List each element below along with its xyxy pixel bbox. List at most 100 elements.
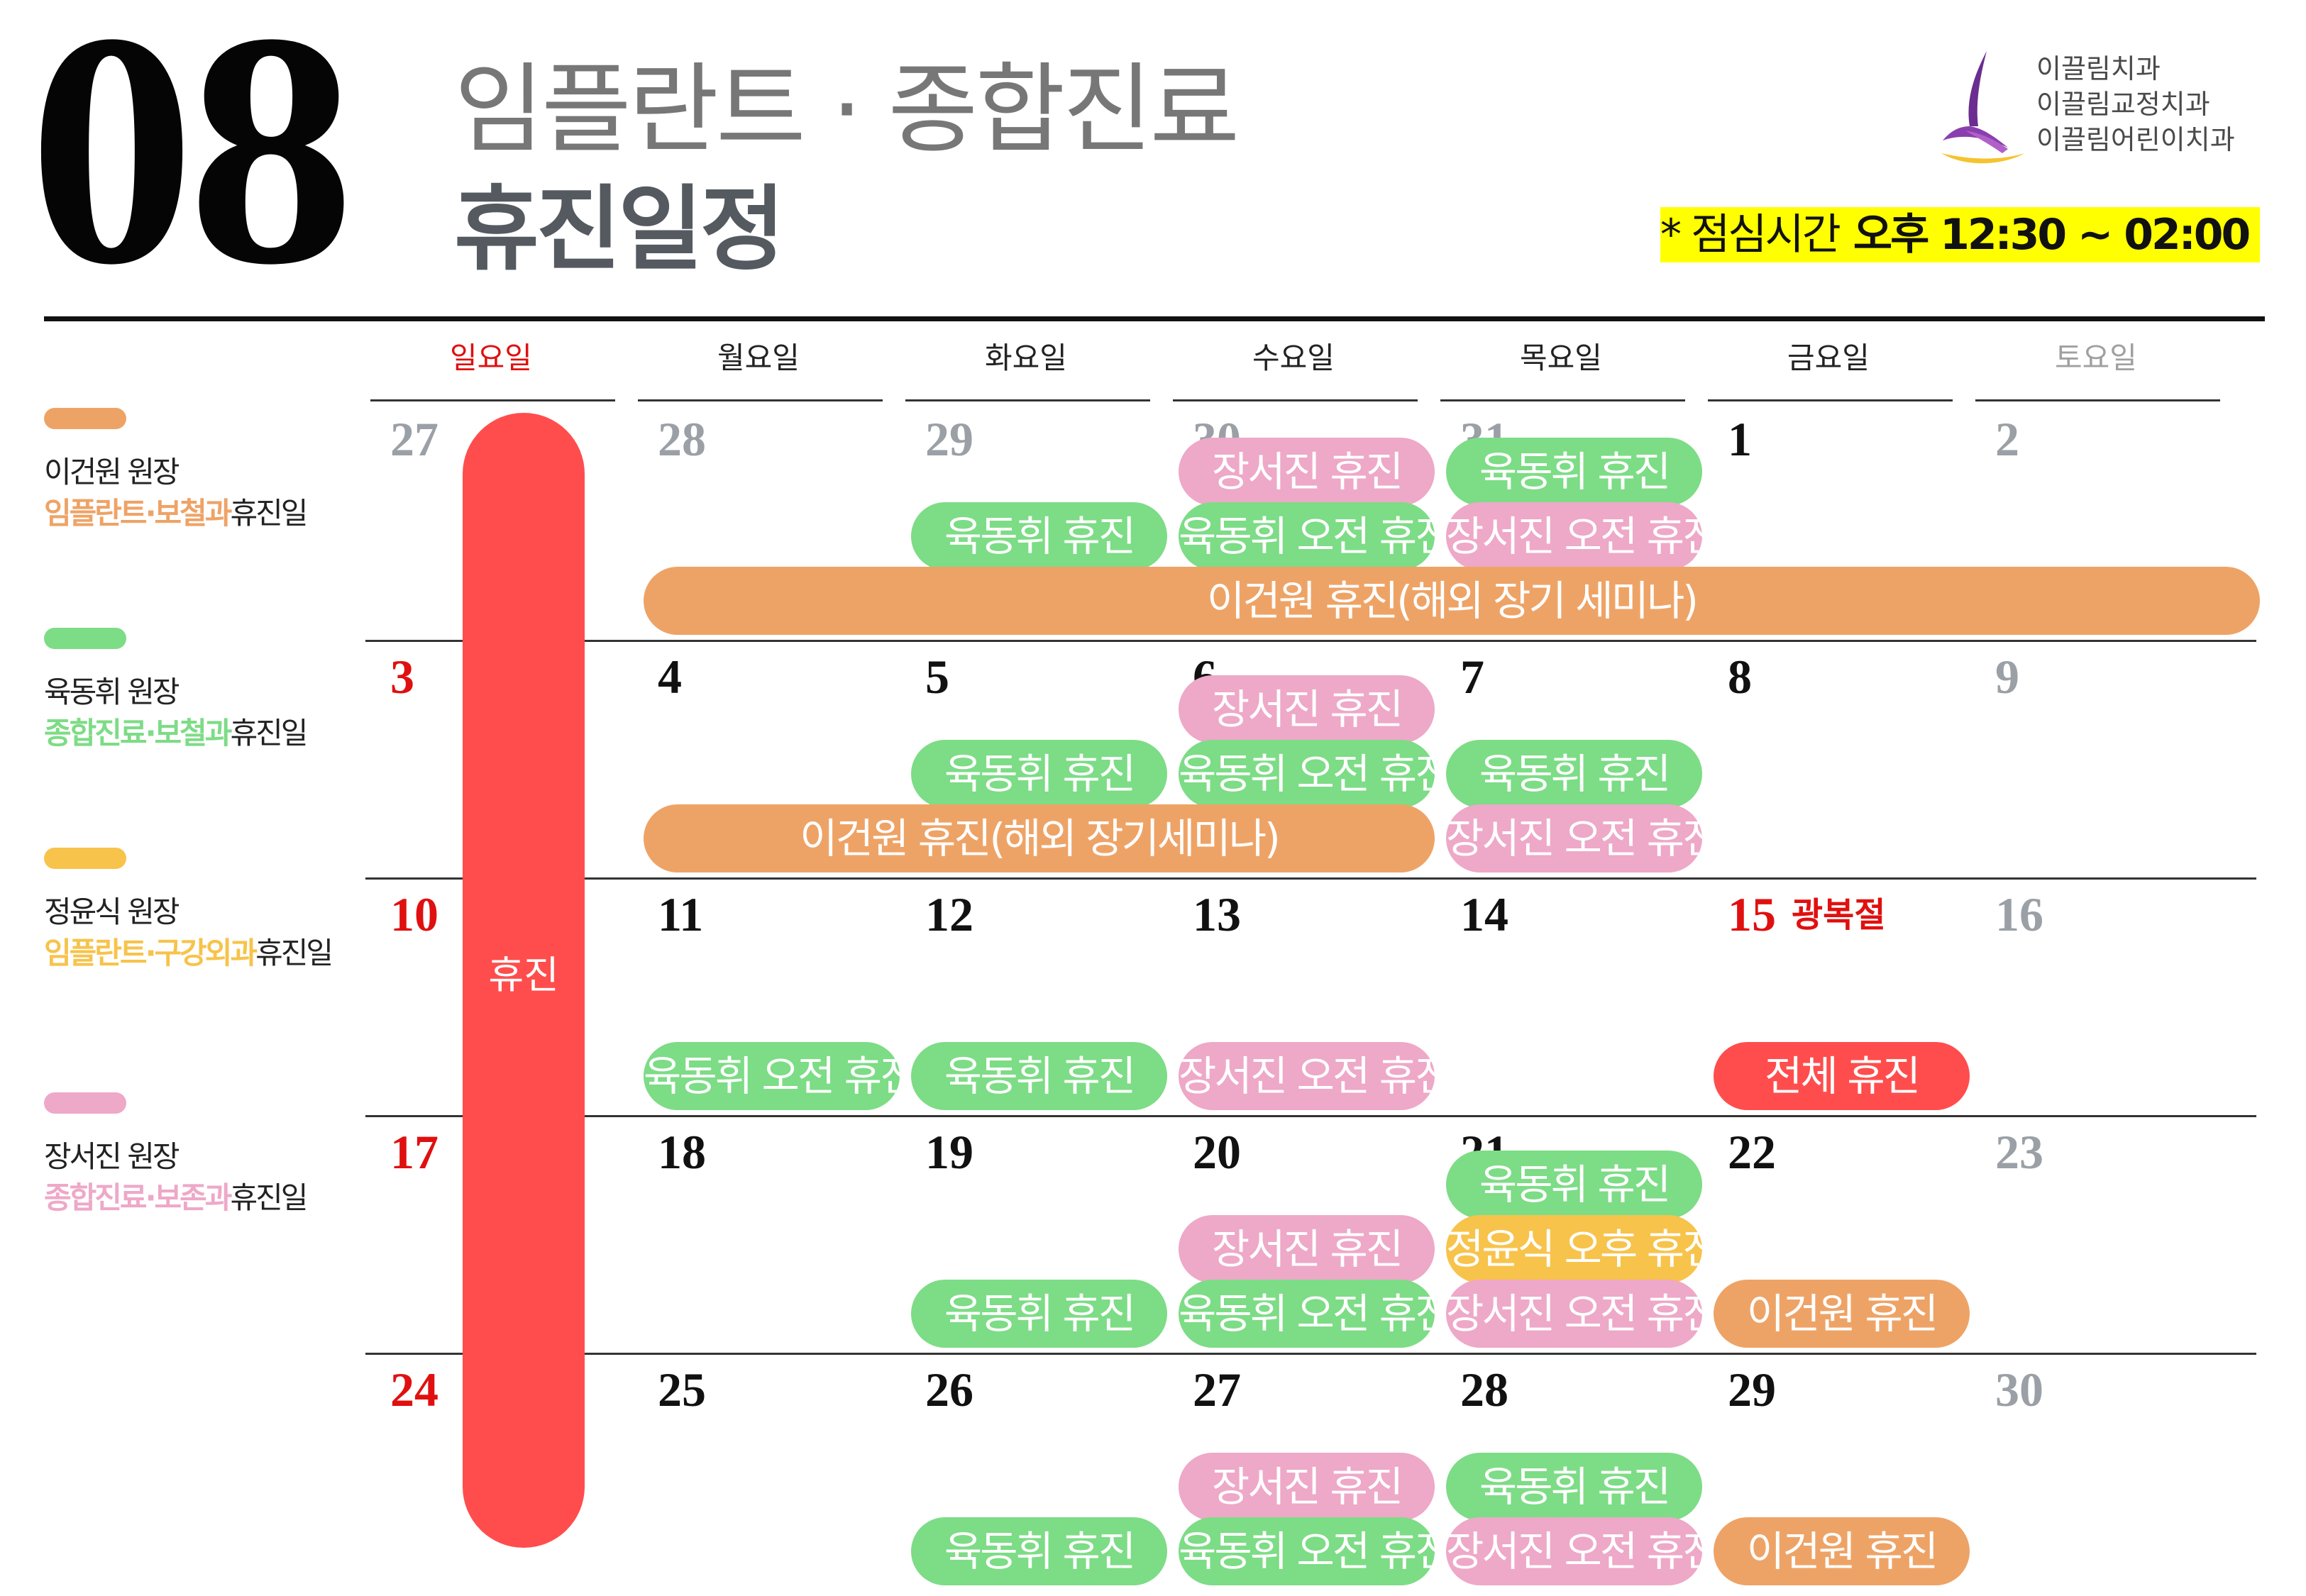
closure-event: 장서진 휴진	[1179, 438, 1435, 506]
legend-dept-separator: ·	[145, 496, 157, 531]
legend-department: 임플란트·구강외과휴진일	[44, 933, 342, 974]
day-number: 25	[658, 1361, 706, 1418]
weekday-label: 일요일	[450, 340, 532, 375]
day-number: 17	[390, 1124, 438, 1180]
weekday-label: 목요일	[1520, 340, 1602, 375]
legend-dept-primary: 종합진료	[44, 716, 148, 750]
day-number-text: 8	[1728, 650, 1752, 704]
legend-dept-secondary: 보존과	[154, 1180, 233, 1215]
holiday-name: 광복절	[1792, 895, 1886, 935]
day-number: 10	[390, 886, 438, 943]
day-number: 28	[1460, 1361, 1508, 1418]
legend-dept-separator: ·	[145, 936, 157, 970]
closure-event: 육동휘 휴진	[1446, 1151, 1702, 1219]
day-number-text: 27	[1193, 1363, 1241, 1417]
legend-suffix: 휴진일	[255, 936, 333, 970]
day-number: 18	[658, 1124, 706, 1180]
legend-swatch	[44, 1092, 126, 1114]
weekday-underline	[905, 399, 1150, 401]
day-number-text: 1	[1728, 412, 1752, 466]
day-number-text: 18	[658, 1125, 706, 1179]
legend-department: 종합진료·보철과휴진일	[44, 713, 342, 754]
closure-event: 육동휘 오전 휴진	[1179, 1517, 1435, 1585]
legend-swatch	[44, 848, 126, 869]
day-number: 23	[1995, 1124, 2043, 1180]
legend-dept-primary: 임플란트	[44, 936, 148, 970]
legend-department: 종합진료·보존과휴진일	[44, 1177, 342, 1219]
day-number-text: 29	[1728, 1363, 1776, 1417]
day-number: 5	[925, 648, 949, 705]
closure-event: 전체 휴진	[1714, 1042, 1970, 1110]
legend-doctor-name: 육동휘 원장	[44, 675, 180, 709]
day-number-text: 3	[390, 650, 414, 704]
lunch-time: 오후 12:30 ~ 02:00	[1853, 210, 2251, 260]
day-number-text: 5	[925, 650, 949, 704]
weekday-underline	[1173, 399, 1418, 401]
day-number: 26	[925, 1361, 973, 1418]
week-separator	[365, 1353, 2256, 1355]
clinic-logo-icon	[1941, 51, 2025, 164]
legend-dept-primary: 종합진료	[44, 1180, 148, 1215]
weekday-label: 화요일	[985, 340, 1067, 375]
day-number-text: 29	[925, 412, 973, 466]
lunch-label: * 점심시간	[1660, 210, 1841, 260]
day-number: 1	[1728, 411, 1752, 467]
day-number-text: 10	[390, 887, 438, 941]
closure-event: 이건원 휴진	[1714, 1517, 1970, 1585]
day-number-text: 17	[390, 1125, 438, 1179]
weekday-label: 월요일	[717, 340, 800, 375]
closure-event: 육동휘 휴진	[1446, 740, 1702, 808]
day-number: 3	[390, 648, 414, 705]
closure-event: 장서진 오전 휴진	[1446, 502, 1702, 570]
closure-event: 육동휘 오전 휴진	[1179, 740, 1435, 808]
day-number: 7	[1460, 648, 1484, 705]
page-title-line2: 휴진일정	[454, 175, 785, 283]
closure-event: 장서진 휴진	[1179, 675, 1435, 743]
day-number-text: 16	[1995, 887, 2043, 941]
closure-event: 육동휘 휴진	[1446, 438, 1702, 506]
page-title-line1: 임플란트 · 종합진료	[454, 52, 1240, 167]
day-number-text: 28	[658, 412, 706, 466]
day-number: 29	[1728, 1361, 1776, 1418]
closure-event: 육동휘 휴진	[1446, 1453, 1702, 1521]
legend-dept-secondary: 구강외과	[154, 936, 258, 970]
legend-suffix: 휴진일	[230, 716, 308, 750]
sunday-closed-label: 휴진	[488, 953, 559, 997]
closure-event: 정윤식 오후 휴진	[1446, 1215, 1702, 1283]
day-number-text: 23	[1995, 1125, 2043, 1179]
day-number: 9	[1995, 648, 2019, 705]
logo-line: 이끌림어린이치과	[2036, 124, 2235, 155]
day-number-text: 19	[925, 1125, 973, 1179]
legend-department: 임플란트·보철과휴진일	[44, 493, 342, 534]
logo-line: 이끌림교정치과	[2036, 89, 2210, 120]
day-number: 28	[658, 411, 706, 467]
day-number-text: 24	[390, 1363, 438, 1417]
closure-event: 육동휘 휴진	[911, 502, 1167, 570]
day-number: 20	[1193, 1124, 1241, 1180]
weekday-underline	[1708, 399, 1953, 401]
day-number: 12	[925, 886, 973, 943]
day-number: 11	[658, 886, 703, 943]
weekday-label: 토요일	[2055, 340, 2137, 375]
closure-event: 장서진 오전 휴진	[1446, 804, 1702, 872]
day-number: 8	[1728, 648, 1752, 705]
day-number: 16	[1995, 886, 2043, 943]
legend-swatch	[44, 628, 126, 649]
day-number: 29	[925, 411, 973, 467]
day-number-text: 20	[1193, 1125, 1241, 1179]
weekday-label: 금요일	[1787, 340, 1870, 375]
weekday-underline	[1975, 399, 2220, 401]
day-number: 4	[658, 648, 682, 705]
legend-doctor-name: 정윤식 원장	[44, 894, 180, 929]
day-number: 27	[1193, 1361, 1241, 1418]
closure-event: 육동휘 휴진	[911, 1280, 1167, 1348]
closure-event: 장서진 오전 휴진	[1179, 1042, 1435, 1110]
closure-event: 장서진 오전 휴진	[1446, 1280, 1702, 1348]
day-number-text: 4	[658, 650, 682, 704]
closure-event: 이건원 휴진(해외 장기 세미나)	[644, 567, 2260, 635]
day-number: 2	[1995, 411, 2019, 467]
legend-dept-secondary: 보철과	[154, 716, 233, 750]
closure-event: 이건원 휴진(해외 장기세미나)	[644, 804, 1435, 872]
closure-event: 육동휘 휴진	[911, 1042, 1167, 1110]
legend-doctor-name: 이건원 원장	[44, 455, 180, 489]
